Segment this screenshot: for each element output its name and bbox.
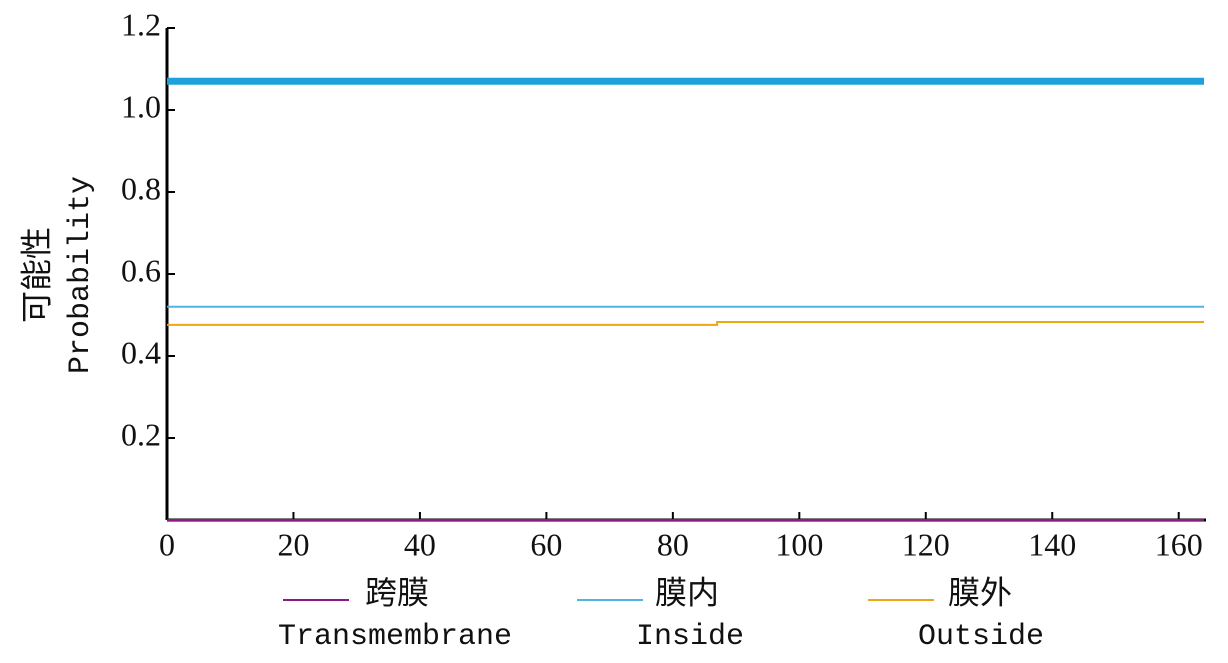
legend-label: 跨膜 — [365, 574, 429, 610]
x-tick-label: 40 — [404, 526, 436, 562]
legend-label: Outside — [918, 620, 1044, 654]
x-tick-label: 60 — [530, 526, 562, 562]
x-tick-label: 140 — [1028, 526, 1076, 562]
y-axis-label: 可能性 — [18, 227, 54, 323]
y-tick-label: 0.6 — [121, 252, 161, 288]
x-tick-label: 20 — [277, 526, 309, 562]
legend-label: Inside — [636, 620, 744, 654]
y-axis-label: Probability — [64, 176, 98, 374]
x-tick-label: 160 — [1155, 526, 1203, 562]
y-tick-label: 0.4 — [121, 334, 161, 370]
y-tick-label: 0.2 — [121, 416, 161, 452]
legend-label: Transmembrane — [278, 620, 512, 654]
y-tick-label: 0.8 — [121, 170, 161, 206]
y-tick-label: 1.2 — [121, 6, 161, 42]
legend-label: 膜外 — [948, 574, 1012, 610]
series-line — [167, 320, 1204, 326]
y-tick-label: 1.0 — [121, 88, 161, 124]
x-tick-label: 100 — [775, 526, 823, 562]
x-tick-label: 0 — [159, 526, 175, 562]
legend-label: 膜内 — [655, 574, 719, 610]
x-tick-label: 80 — [657, 526, 689, 562]
x-tick-label: 120 — [902, 526, 950, 562]
